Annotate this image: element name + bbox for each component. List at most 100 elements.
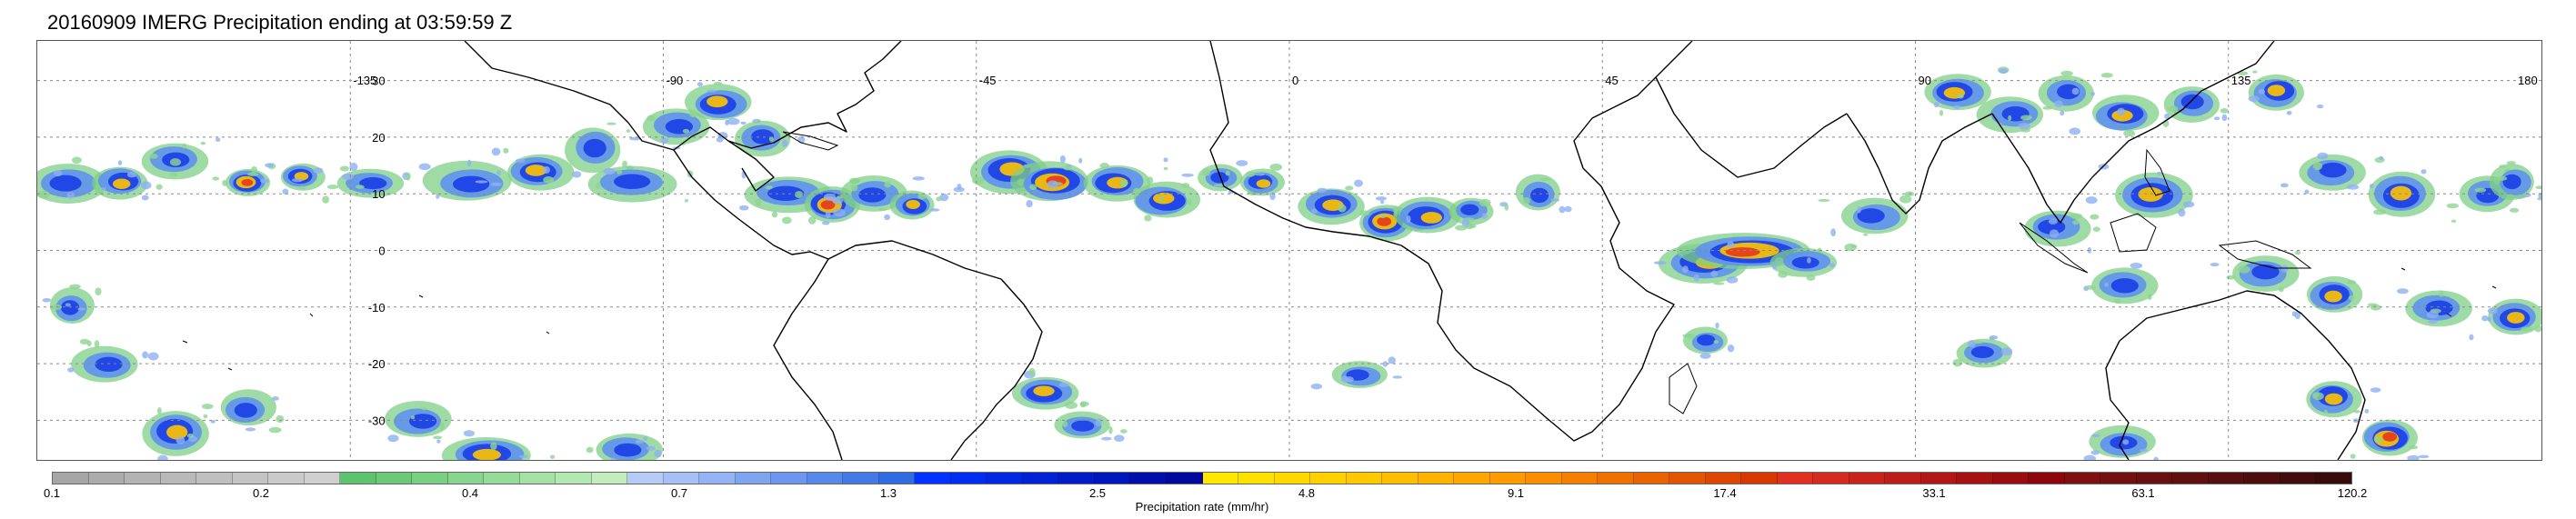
precip-speckle (1807, 257, 1811, 264)
precip-speckle (2280, 264, 2289, 273)
precip-cell (95, 356, 123, 373)
precip-speckle (768, 136, 774, 142)
precip-cell (2319, 162, 2347, 178)
precip-cell (525, 165, 547, 176)
precip-speckle (282, 188, 289, 195)
precip-speckle (247, 172, 259, 176)
precip-speckle (1354, 179, 1363, 187)
precip-speckle (1772, 263, 1778, 270)
precip-speckle (67, 367, 75, 373)
precipitation-map: -135 -90 -45 0 45 90 135 180 30 20 10 0 -10 -20 -30 (36, 40, 2542, 461)
colorbar-swatch (663, 473, 700, 484)
precip-speckle (49, 304, 63, 310)
colorbar-swatch (950, 473, 987, 484)
precip-speckle (1504, 204, 1509, 211)
colorbar-tick-label: 9.1 (1507, 486, 1525, 500)
colorbar-swatch (556, 473, 592, 484)
precip-cell (1210, 172, 1229, 184)
precip-cell (583, 138, 606, 158)
precip-speckle (2396, 288, 2409, 294)
precip-speckle (610, 457, 616, 460)
precip-speckle (1225, 170, 1230, 176)
precip-speckle (2294, 250, 2301, 255)
precip-speckle (2220, 108, 2229, 114)
precip-speckle (825, 210, 831, 219)
precip-speckle (1345, 185, 1354, 191)
colorbar-swatch (1526, 473, 1562, 484)
precip-cell (1791, 256, 1819, 269)
precip-speckle (2071, 87, 2080, 95)
precip-speckle (1181, 173, 1194, 177)
precip-speckle (272, 396, 279, 401)
precip-speckle (142, 351, 149, 359)
colorbar-swatch (340, 473, 376, 484)
precip-speckle (646, 445, 656, 451)
precip-speckle (117, 160, 123, 165)
coastline-gulf-of-mexico (727, 140, 775, 192)
precip-speckle (660, 137, 669, 145)
precip-speckle (682, 128, 690, 134)
precip-speckle (2304, 189, 2310, 195)
precip-cell (1857, 208, 1885, 224)
colorbar-swatch (843, 473, 879, 484)
precip-speckle (2085, 196, 2098, 205)
precip-speckle (603, 167, 616, 175)
precip-speckle (2084, 284, 2096, 290)
precip-speckle (1202, 168, 1211, 176)
precip-cell (1460, 204, 1479, 215)
precip-speckle (1147, 176, 1154, 185)
precip-speckle (1078, 157, 1083, 164)
precip-speckle (549, 454, 556, 459)
colorbar-swatch (1166, 473, 1203, 484)
precip-speckle (341, 173, 355, 180)
colorbar-swatch (1669, 473, 1706, 484)
colorbar-swatch (519, 473, 556, 484)
precip-speckle (2000, 347, 2013, 356)
precip-speckle (2364, 408, 2370, 414)
colorbar-tick-label: 4.8 (1298, 486, 1316, 500)
precip-speckle (1119, 179, 1128, 187)
precip-speckle (2426, 311, 2439, 319)
precip-speckle (2474, 187, 2487, 193)
precip-speckle (313, 167, 324, 174)
precip-speckle (155, 184, 163, 190)
precip-speckle (2060, 110, 2065, 116)
precip-speckle (490, 442, 497, 451)
precip-speckle (2373, 209, 2387, 215)
colorbar-swatch (2029, 473, 2065, 484)
colorbar-swatch (1202, 473, 1239, 484)
precip-speckle (147, 352, 159, 361)
precip-cell (906, 199, 920, 209)
coastline-north-america (464, 41, 902, 151)
precip-speckle (1095, 418, 1103, 426)
precip-speckle (77, 307, 86, 311)
precip-cell (1377, 216, 1392, 226)
precip-speckle (1850, 245, 1858, 248)
precip-cell (751, 129, 775, 145)
colorbar-swatch (1633, 473, 1670, 484)
precip-speckle (2350, 454, 2356, 459)
precip-speckle (2123, 130, 2136, 137)
precip-speckle (326, 185, 339, 190)
precip-cell (767, 185, 805, 201)
precip-cell (2111, 109, 2133, 122)
colorbar-swatch (915, 473, 951, 484)
precip-speckle (1132, 187, 1141, 196)
precip-speckle (837, 195, 843, 199)
precip-speckle (2487, 316, 2491, 323)
precip-speckle (807, 216, 817, 225)
precip-speckle (782, 139, 788, 147)
colorbar-swatch (1094, 473, 1131, 484)
precip-cell (1033, 385, 1055, 396)
precip-speckle (2157, 171, 2162, 175)
longitude-label: 45 (1605, 74, 1618, 87)
precip-speckle (1340, 375, 1349, 383)
precip-speckle (54, 169, 63, 176)
precip-cell (858, 187, 887, 203)
latitude-label: 0 (378, 245, 385, 258)
precip-speckle (1028, 367, 1036, 376)
colorbar-swatch (160, 473, 197, 484)
precip-speckle (823, 193, 837, 201)
precip-speckle (2060, 70, 2073, 76)
precip-cell (409, 414, 437, 429)
